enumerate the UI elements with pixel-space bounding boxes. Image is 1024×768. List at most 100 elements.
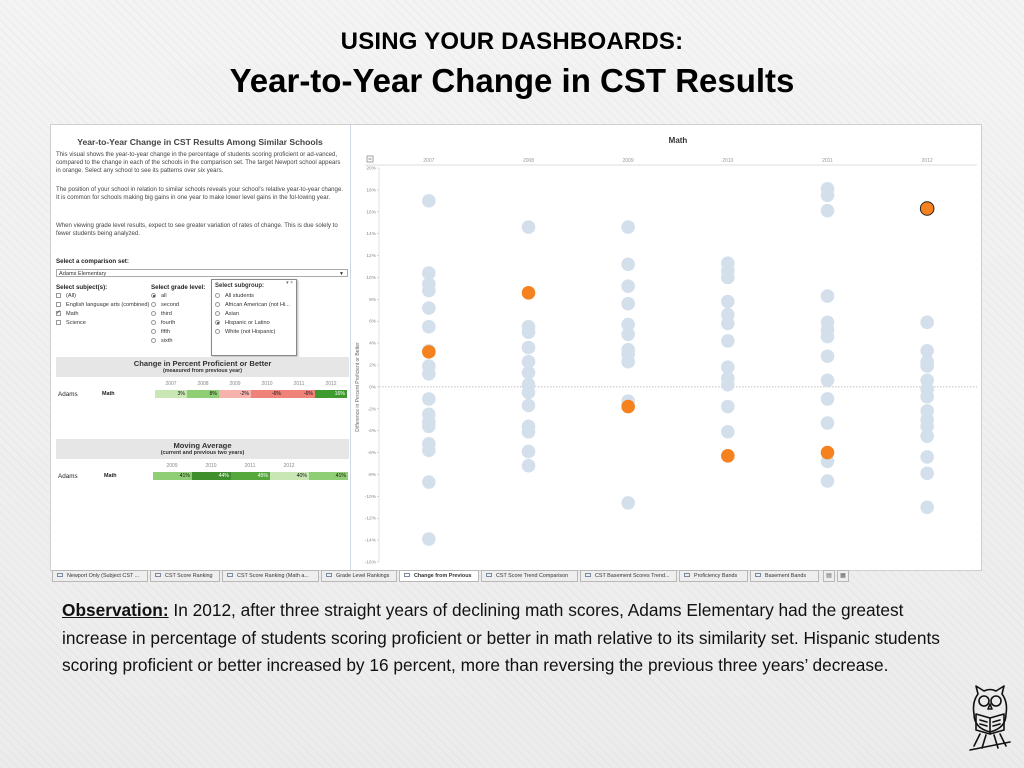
change-table-header: Change in Percent Proficient or Better (… — [56, 357, 349, 377]
y-tick-label: -8% — [367, 472, 376, 478]
comparison-set-value: Adams Elementary — [59, 271, 107, 277]
radio-button[interactable] — [215, 329, 220, 334]
description-para-1: This visual shows the year-to-year chang… — [56, 151, 341, 175]
checkbox[interactable] — [56, 302, 61, 307]
subject-option[interactable]: Science — [56, 320, 86, 326]
comparison-school-point — [422, 366, 436, 381]
sheet-tab[interactable]: Proficiency Bands — [679, 570, 748, 582]
grade-option[interactable]: third — [151, 311, 172, 317]
radio-button[interactable] — [215, 320, 220, 325]
tab-sorter-icon[interactable]: ▤ — [823, 570, 835, 582]
sheet-tab[interactable]: CST Score Ranking — [150, 570, 220, 582]
sheet-tab-label: CST Score Ranking — [165, 573, 213, 579]
moving-school-label: Adams — [58, 473, 78, 480]
comparison-school-point — [820, 289, 835, 303]
checkbox[interactable] — [56, 293, 61, 298]
comparison-school-point — [422, 194, 436, 208]
comparison-school-point — [621, 354, 635, 369]
comparison-school-point — [621, 296, 635, 311]
y-tick-label: 2% — [369, 363, 377, 369]
y-tick-label: 10% — [366, 275, 376, 281]
comparison-school-point — [820, 188, 835, 203]
change-value-cell: 3% — [155, 390, 187, 398]
comparison-school-point — [920, 359, 934, 373]
checkbox[interactable] — [56, 320, 61, 325]
observation-text: Observation: In 2012, after three straig… — [62, 597, 967, 680]
comparison-school-point — [721, 270, 735, 285]
change-table-subtitle: (measured from previous year) — [162, 368, 243, 374]
grade-option[interactable]: all — [151, 293, 167, 299]
grade-option[interactable]: fourth — [151, 320, 175, 326]
radio-button[interactable] — [151, 302, 156, 307]
grade-option[interactable]: fifth — [151, 329, 170, 335]
radio-button[interactable] — [151, 293, 156, 298]
comparison-set-label: Select a comparison set: — [56, 258, 129, 265]
moving-value-cell: 41% — [153, 472, 192, 480]
radio-button[interactable] — [151, 338, 156, 343]
sheet-tab[interactable]: Change from Previous — [399, 570, 479, 582]
sheet-icon — [57, 573, 63, 577]
slide-title-line1: USING YOUR DASHBOARDS: — [340, 28, 684, 55]
tab-filmstrip-icon[interactable]: ▦ — [837, 570, 849, 582]
radio-button[interactable] — [151, 311, 156, 316]
grade-option[interactable]: second — [151, 302, 179, 308]
subgroup-option-label: Asian — [225, 311, 239, 317]
subject-option[interactable]: (All) — [56, 293, 76, 299]
comparison-school-point — [920, 466, 934, 481]
subject-option[interactable]: Math — [56, 309, 79, 317]
comparison-set-select[interactable]: Adams Elementary ▼ — [56, 269, 348, 277]
comparison-school-point — [621, 220, 635, 234]
subject-option-label: Math — [66, 311, 79, 317]
sheet-icon — [684, 573, 690, 577]
dashboard-title: Year-to-Year Change in CST Results Among… — [77, 137, 323, 147]
grade-option[interactable]: sixth — [151, 338, 173, 344]
sheet-tab[interactable]: CST Basement Scores Trend... — [580, 570, 677, 582]
comparison-school-point — [820, 329, 835, 344]
radio-button[interactable] — [215, 302, 220, 307]
sheet-tab[interactable]: CST Score Trend Comparison — [481, 570, 578, 582]
year-column-header: 2010 — [722, 158, 733, 164]
subgroup-option[interactable]: All students — [215, 293, 254, 299]
sheet-tab[interactable]: Grade Level Rankings — [321, 570, 397, 582]
dropdown-arrow-icon: ▼ — [339, 271, 344, 277]
y-tick-label: -14% — [365, 538, 377, 544]
year-column-header: 2012 — [922, 158, 933, 164]
comparison-school-point — [422, 532, 436, 546]
comparison-school-point — [422, 266, 436, 280]
subgroup-option[interactable]: African American (not Hi... — [215, 302, 290, 308]
y-tick-label: -16% — [365, 560, 377, 566]
slide-title: USING YOUR DASHBOARDS: Year-to-Year Chan… — [0, 28, 1024, 100]
radio-button[interactable] — [151, 329, 156, 334]
sheet-tab-label: CST Score Trend Comparison — [496, 573, 569, 579]
target-school-point — [721, 449, 735, 463]
comparison-school-point — [422, 475, 436, 489]
radio-button[interactable] — [215, 311, 220, 316]
sheet-tab[interactable]: CST Score Ranking (Math a... — [222, 570, 319, 582]
grade-label: Select grade level: — [151, 284, 206, 291]
sheet-tab[interactable]: Newport Only (Subject CST ... — [52, 570, 148, 582]
y-tick-label: -6% — [367, 450, 376, 456]
sheet-icon — [486, 573, 492, 577]
radio-button[interactable] — [151, 320, 156, 325]
comparison-school-point — [422, 283, 436, 298]
change-value-cell: 8% — [187, 390, 219, 398]
comparison-school-point — [521, 424, 536, 439]
comparison-school-point — [422, 301, 436, 315]
radio-button[interactable] — [215, 293, 220, 298]
subject-option[interactable]: English language arts (combined) — [56, 302, 149, 308]
sheet-tab[interactable]: Basement Bands — [750, 570, 819, 582]
subgroup-option[interactable]: Asian — [215, 311, 239, 317]
panel-menu-icon[interactable]: ▾ × — [286, 280, 293, 286]
comparison-school-point — [521, 340, 536, 355]
comparison-school-point — [521, 444, 536, 459]
subgroup-option[interactable]: Hispanic or Latino — [215, 320, 270, 326]
subgroup-option[interactable]: White (not Hispanic) — [215, 329, 275, 335]
sheet-tab-label: CST Basement Scores Trend... — [595, 573, 670, 579]
checkbox[interactable] — [56, 309, 61, 316]
moving-value-cell: 41% — [309, 472, 348, 480]
comparison-school-point — [721, 399, 735, 414]
grade-option-label: fourth — [161, 320, 176, 326]
comparison-school-point — [521, 365, 536, 380]
subgroup-option-label: White (not Hispanic) — [225, 329, 276, 335]
subject-option-label: Science — [66, 320, 86, 326]
